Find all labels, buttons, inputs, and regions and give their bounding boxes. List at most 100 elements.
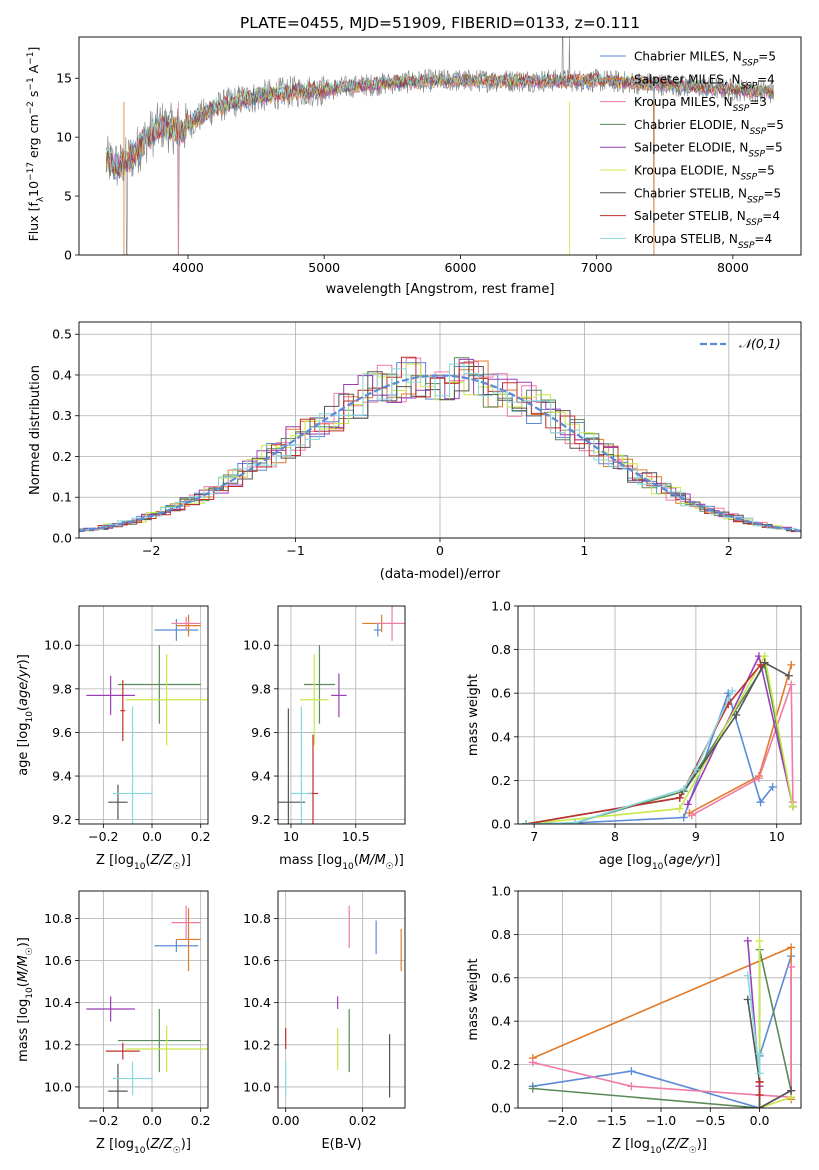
y-tick-label: 0.8 [491, 642, 511, 657]
label-part: age/yr [668, 853, 711, 868]
x-tick-label: 5000 [308, 260, 340, 275]
label-part: =4 [757, 72, 775, 86]
legend-entry: Kroupa MILES, NSSP=3 [634, 95, 767, 114]
y-tick-label: 9.8 [251, 681, 271, 696]
label-part: Chabrier MILES, N [634, 50, 742, 64]
y-tick-label: 10.0 [243, 1079, 271, 1094]
y-tick-label: 10.0 [44, 638, 72, 653]
mass-weight-marker [679, 813, 688, 822]
label-part: )] [394, 853, 404, 868]
label-part: =5 [765, 141, 783, 155]
x-tick-label: −0.5 [695, 1113, 725, 1128]
y-axis-label: age [log10(age/yr)] [16, 654, 35, 776]
massweight_vs_Z-axes: −2.0 −1.5 −1.0 −0.5 0.0 0.0 0.2 0.4 0.6 0.8 1.0 [491, 884, 801, 1128]
x-tick-label: 8000 [717, 260, 749, 275]
legend-entry: Chabrier ELODIE, NSSP=5 [634, 118, 784, 137]
mass-weight-line [526, 690, 734, 824]
legend-entry: Chabrier MILES, NSSP=5 [634, 50, 776, 69]
label-part: Z [log [612, 1137, 650, 1152]
label-part: SSP [733, 104, 750, 114]
label-part: −17 [26, 162, 36, 181]
legend-entry: Kroupa ELODIE, NSSP=5 [634, 164, 775, 183]
label-part: )] [16, 654, 31, 664]
x-tick-label: 4000 [172, 260, 204, 275]
x-axis-label: age [log10(age/yr)] [599, 853, 721, 872]
label-part: E(B-V) [321, 1137, 361, 1152]
mass-weight-marker [756, 798, 765, 807]
mass-weight-marker [683, 800, 692, 809]
label-part: Kroupa ELODIE, N [634, 164, 741, 178]
mass_vs_ebv-points [285, 905, 402, 1098]
label-part: SSP [738, 241, 755, 251]
y-tick-label: 10.2 [44, 1037, 72, 1052]
y-tick-label: 9.8 [52, 681, 72, 696]
mass-weight-marker [784, 671, 793, 680]
residuals-frame [78, 321, 802, 539]
y-tick-label: 5 [64, 189, 72, 204]
label-part: age [log [599, 853, 652, 868]
label-part: SSP [748, 150, 765, 160]
label-part: Chabrier ELODIE, N [634, 118, 750, 132]
label-part: SSP [747, 195, 764, 205]
x-tick-label: 0.0 [750, 1113, 770, 1128]
x-tick-label: 10 [769, 829, 785, 844]
legend-entry: Salpeter ELODIE, NSSP=5 [634, 141, 783, 160]
x-tick-label: −2.0 [547, 1113, 577, 1128]
mass-weight-line [689, 664, 793, 814]
y-tick-label: 1.0 [491, 599, 511, 614]
mass-weight-marker [755, 1069, 764, 1078]
label-part: A [26, 64, 41, 77]
label-part: )] [697, 1137, 707, 1152]
y-tick-label: 10.0 [243, 638, 271, 653]
label-part: =5 [757, 164, 775, 178]
mass-weight-marker [787, 943, 796, 952]
mass-weight-marker [743, 971, 752, 980]
mass-weight-marker [754, 774, 763, 783]
age_vs_mass-frame [277, 605, 406, 825]
label-part: 10 [25, 711, 35, 723]
label-part: Kroupa STELIB, N [634, 232, 738, 246]
label-part: SSP [750, 127, 767, 137]
mass-weight-marker [528, 1084, 537, 1093]
label-part: )] [16, 937, 31, 947]
mass-weight-marker [732, 711, 741, 719]
mass-weight-marker [679, 785, 688, 794]
x-tick-label: 8 [611, 829, 619, 844]
mass-weight-marker [728, 687, 737, 696]
label-part: Chabrier STELIB, N [634, 186, 747, 200]
y-tick-label: 10.6 [243, 953, 271, 968]
label-part: M/M [16, 955, 31, 982]
residual-histogram [79, 366, 801, 534]
y-tick-label: 9.4 [52, 769, 72, 784]
label-part: SSP [741, 173, 758, 183]
x-tick-label: −0.2 [88, 1113, 118, 1128]
label-part: )] [181, 1137, 191, 1152]
label-part: 10 [652, 862, 664, 872]
y-tick-label: 10.6 [44, 953, 72, 968]
y-tick-label: 10.4 [243, 995, 271, 1010]
label-part: Z [log [96, 853, 134, 868]
y-axis-label: mass weight [466, 958, 481, 1040]
label-part: age/yr [16, 663, 31, 706]
label-part: −1 [26, 77, 36, 90]
y-tick-label: 1.0 [491, 884, 511, 899]
label-part: ( [16, 706, 31, 711]
legend-entry: 𝒩(0,1) [739, 336, 781, 351]
mass-weight-marker [755, 936, 764, 945]
label-part: =4 [762, 209, 780, 223]
spectrum-lines [105, 37, 775, 255]
mass-weight-marker [755, 1104, 764, 1108]
label-part: ( [145, 853, 150, 868]
label-part: M/M [359, 853, 386, 868]
label-part: ( [661, 1137, 666, 1152]
mass-weight-marker [627, 1082, 636, 1091]
massweight_vs_age-series [522, 652, 797, 824]
mass-weight-marker [755, 1090, 764, 1099]
y-axis-label: mass [log10(M/M☉)] [16, 937, 35, 1062]
age_vs_mass-axes: 10 10.5 9.2 9.4 9.6 9.8 10.0 [243, 606, 405, 844]
y-tick-label: 0.5 [52, 327, 72, 342]
label-part: 10 [650, 1146, 662, 1156]
x-tick-label: −2 [142, 543, 160, 558]
mass-weight-marker [755, 1077, 764, 1086]
